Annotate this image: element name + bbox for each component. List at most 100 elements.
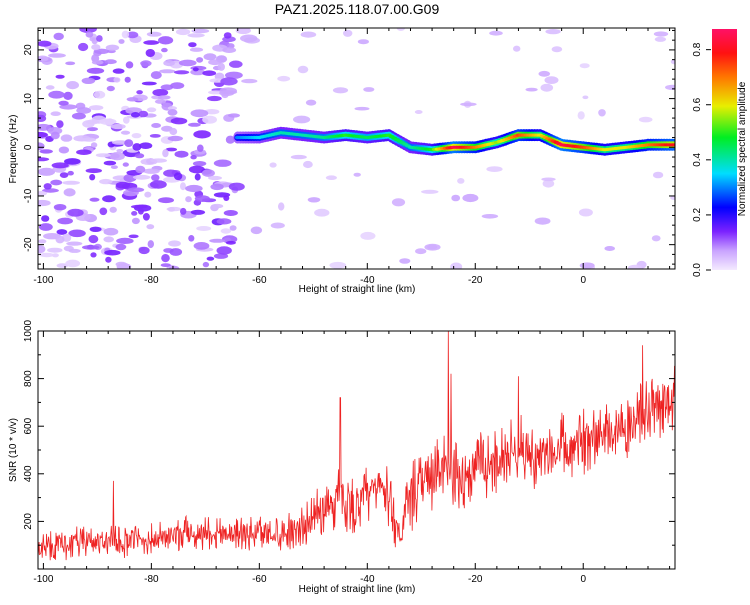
noise-patch [123, 173, 137, 183]
noise-patch [579, 262, 595, 269]
noise-patch [193, 130, 211, 139]
noise-patch [211, 203, 224, 209]
noise-patch [104, 249, 121, 256]
noise-patch [173, 172, 183, 181]
noise-patch [58, 146, 70, 154]
noise-patch [38, 142, 45, 151]
y-tick-label: 200 [23, 513, 34, 530]
y-tick-label: 0 [23, 144, 34, 150]
noise-patch [223, 32, 232, 39]
noise-patch [78, 42, 89, 52]
noise-patch [56, 120, 64, 128]
noise-patch [88, 235, 99, 244]
colorbar-tick-label: 0.0 [692, 263, 703, 277]
noise-patch [303, 160, 313, 169]
noise-patch [93, 48, 110, 54]
noise-patch [38, 131, 48, 138]
noise-patch [57, 217, 73, 225]
noise-patch [38, 114, 47, 122]
noise-patch [154, 99, 167, 104]
noise-patch [91, 60, 104, 65]
noise-patch [38, 40, 52, 47]
noise-patch [202, 115, 218, 124]
spectrogram-frame [37, 27, 676, 270]
noise-patch [126, 97, 139, 102]
noise-patch [169, 127, 178, 136]
noise-patch [43, 183, 52, 190]
noise-patch [300, 31, 317, 38]
noise-patch [228, 182, 245, 191]
noise-patch [162, 149, 169, 158]
noise-patch [160, 84, 174, 91]
noise-patch [58, 100, 69, 106]
noise-patch [64, 158, 81, 165]
noise-patch [132, 143, 142, 151]
noise-patch [103, 227, 119, 236]
noise-patch [103, 236, 114, 243]
noise-patch [63, 91, 73, 100]
noise-patch [545, 29, 561, 35]
noise-patch [250, 226, 263, 235]
noise-patch [220, 228, 232, 234]
snr-plot-area [38, 331, 675, 561]
noise-patch [99, 178, 113, 185]
y-tick-label: 600 [23, 417, 34, 434]
noise-patch [209, 238, 226, 243]
figure-title: PAZ1.2025.118.07.00.G09 [275, 1, 440, 17]
noise-patch [293, 115, 311, 124]
noise-patch [208, 175, 222, 181]
noise-patch [123, 116, 130, 124]
noise-patch [216, 218, 232, 225]
noise-patch [654, 36, 667, 42]
noise-patch [66, 241, 83, 246]
noise-patch [38, 157, 50, 162]
noise-patch [122, 162, 129, 167]
noise-patch [150, 180, 167, 189]
noise-patch [187, 33, 205, 38]
snr-frame [37, 330, 676, 570]
noise-patch [38, 167, 56, 176]
noise-patch [55, 235, 65, 244]
noise-patch [269, 162, 277, 168]
noise-patch [86, 67, 105, 74]
noise-patch [486, 166, 503, 173]
noise-patch [82, 245, 100, 250]
noise-patch [81, 77, 96, 85]
noise-patch [460, 102, 477, 107]
noise-patch [95, 153, 111, 158]
noise-patch [223, 210, 238, 216]
noise-patch [66, 81, 79, 90]
colorbar-gradient [712, 29, 737, 270]
noise-patch [62, 180, 80, 185]
noise-patch [115, 243, 127, 251]
noise-patch [216, 246, 232, 255]
noise-patch [134, 153, 145, 159]
noise-patch [225, 71, 243, 80]
noise-patch [91, 44, 101, 51]
noise-patch [115, 261, 128, 267]
noise-patch [152, 89, 169, 97]
noise-patch [99, 118, 117, 125]
spectrogram-cells [38, 28, 675, 269]
noise-patch [163, 60, 175, 67]
ridge-core [672, 143, 675, 147]
noise-patch [102, 195, 116, 203]
noise-patch [168, 265, 180, 269]
noise-patch [451, 194, 461, 202]
noise-patch [627, 264, 642, 269]
x-tick-label: -100 [33, 574, 53, 585]
noise-patch [124, 139, 134, 148]
noise-patch [38, 55, 49, 62]
noise-patch [39, 252, 55, 258]
x-tick-label: -60 [252, 574, 267, 585]
noise-patch [38, 199, 51, 207]
noise-patch [525, 87, 538, 92]
noise-patch [158, 36, 174, 45]
noise-patch [307, 197, 321, 203]
noise-patch [60, 134, 73, 142]
noise-patch [167, 135, 183, 142]
noise-patch [146, 107, 157, 113]
noise-patch [174, 150, 189, 158]
y-tick-label: 10 [23, 93, 34, 105]
